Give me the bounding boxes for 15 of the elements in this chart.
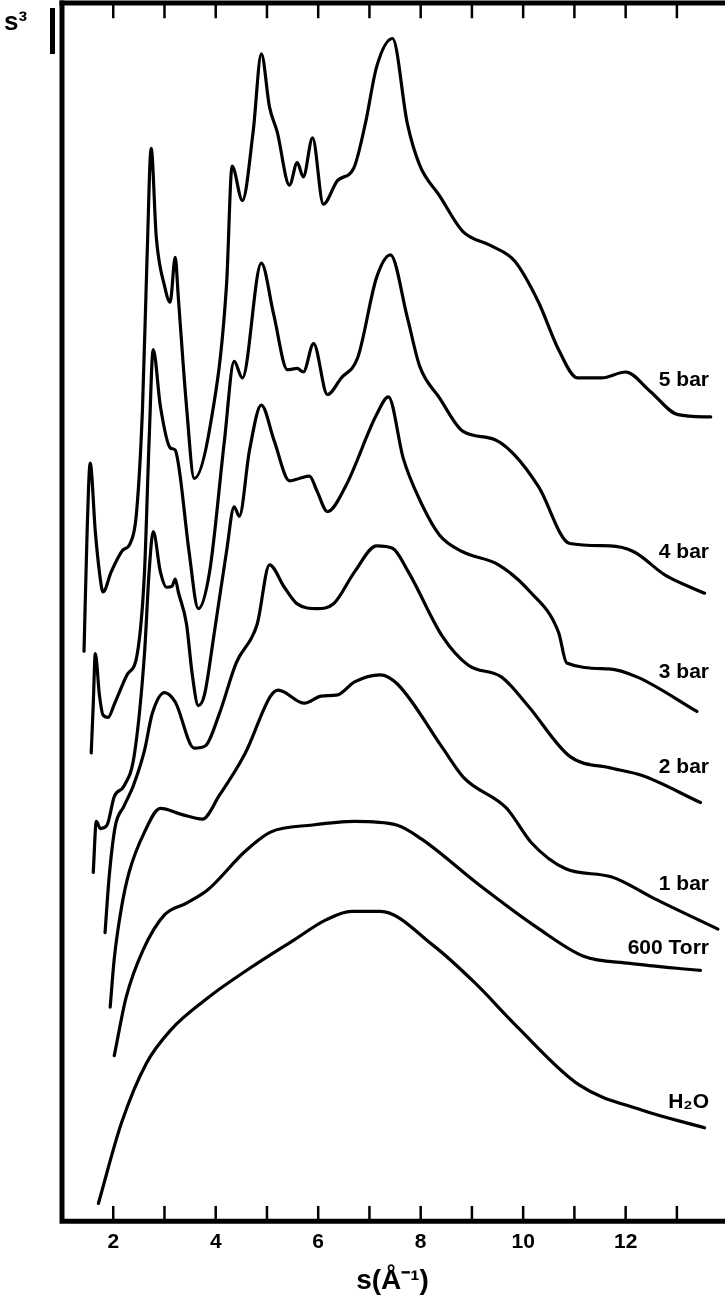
x-tick-label: 2 xyxy=(107,1228,120,1252)
x-tick-label: 8 xyxy=(414,1228,427,1252)
series-label: 3 bar xyxy=(658,659,709,683)
x-tick-label: 10 xyxy=(511,1228,535,1252)
x-tick-label: 6 xyxy=(312,1228,325,1252)
y-axis-title: s³ xyxy=(4,6,28,37)
series-label: H₂O xyxy=(668,1088,709,1112)
x-tick-label: 4 xyxy=(209,1228,222,1252)
series-label: 5 bar xyxy=(658,366,709,390)
series-label: 2 bar xyxy=(658,753,709,777)
series-label: 4 bar xyxy=(658,538,709,562)
series-label: 1 bar xyxy=(658,870,709,894)
x-tick-label: 12 xyxy=(613,1228,638,1252)
series-label: 600 Torr xyxy=(627,935,709,959)
x-axis-title: s(Å⁻¹) xyxy=(356,1263,429,1295)
